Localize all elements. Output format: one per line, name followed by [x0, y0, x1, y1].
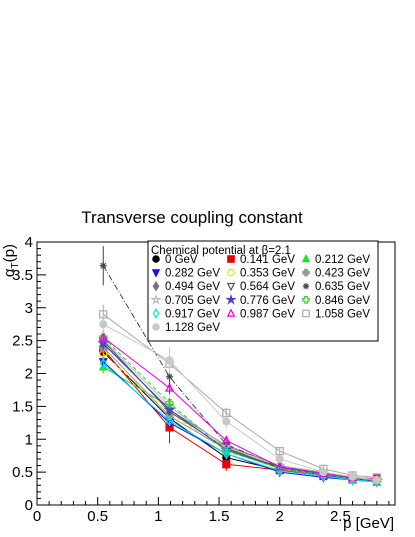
legend-entry: 0.282 GeV — [151, 268, 220, 280]
legend-marker — [227, 268, 235, 277]
data-point — [275, 446, 284, 456]
legend-entry: 0.917 GeV — [152, 308, 220, 320]
legend: Chemical potential at β=2.1 0 GeV 0.141 G… — [147, 240, 379, 342]
legend-label: 0.564 GeV — [240, 281, 295, 293]
legend-label: 0.917 GeV — [165, 308, 220, 320]
legend-marker — [152, 280, 160, 292]
legend-entry: 1.058 GeV — [302, 308, 370, 320]
legend-label: 0.353 GeV — [240, 268, 295, 280]
legend-label: 0.212 GeV — [315, 254, 370, 266]
legend-box — [147, 240, 379, 342]
data-point — [98, 331, 108, 341]
legend-label: 0 GeV — [165, 254, 198, 266]
x-tick-label: 0.5 — [87, 508, 108, 525]
legend-marker — [152, 255, 160, 263]
legend-entries: 0 GeV 0.141 GeV 0.212 GeV 0.282 GeV 0.353 Ge… — [150, 253, 370, 334]
legend-label: 1.058 GeV — [315, 308, 370, 320]
y-axis-title-main: α — [1, 268, 18, 277]
data-point — [163, 403, 176, 415]
legend-entry: 0.705 GeV — [150, 293, 220, 307]
x-tick-label: 1.5 — [209, 508, 230, 525]
legend-marker — [226, 282, 236, 292]
legend-entry: 1.128 GeV — [152, 322, 220, 334]
data-point — [275, 461, 285, 471]
data-point — [165, 356, 174, 365]
legend-title: Chemical potential at β=2.1 — [151, 245, 291, 257]
data-point — [372, 475, 381, 485]
y-axis-title-tail: (p) — [1, 244, 18, 262]
legend-entry: 0.423 GeV — [302, 268, 370, 280]
y-tick-label: 3.5 — [12, 267, 33, 284]
data-point — [165, 398, 174, 408]
legend-marker — [302, 268, 310, 277]
legend-marker — [302, 283, 310, 290]
data-point — [99, 262, 107, 270]
y-tick-label: 1 — [25, 431, 33, 448]
legend-label: 0.282 GeV — [165, 268, 220, 280]
legend-label: 0.423 GeV — [315, 268, 370, 280]
legend-marker — [150, 293, 162, 305]
legend-label: 0.494 GeV — [165, 281, 220, 293]
data-point — [165, 382, 174, 392]
svg-text:αT(p): αT(p) — [1, 244, 21, 277]
data-point — [222, 460, 231, 469]
legend-label: 0.635 GeV — [315, 281, 370, 293]
legend-entry: 0.776 GeV — [225, 293, 295, 307]
data-point — [99, 358, 107, 370]
y-tick-label: 4 — [25, 234, 33, 251]
data-point — [99, 320, 108, 329]
legend-label: 0.846 GeV — [315, 295, 370, 307]
x-axis-title: p [GeV] — [343, 515, 394, 532]
legend-marker — [152, 308, 160, 319]
legend-marker — [302, 309, 310, 318]
x-tick-label: 2 — [276, 508, 284, 525]
y-axis-title: αT(p) — [1, 244, 21, 277]
legend-marker — [226, 308, 236, 317]
legend-marker — [302, 296, 310, 304]
y-tick-label: 3 — [25, 300, 33, 317]
legend-label: 0.987 GeV — [240, 308, 295, 320]
legend-label: 0.776 GeV — [240, 295, 295, 307]
series-15 — [99, 314, 381, 485]
legend-entry: 0.353 GeV — [227, 268, 295, 280]
y-tick-label: 2.5 — [12, 333, 33, 350]
x-tick-label: 0 — [33, 508, 41, 525]
axis-layer: 0 0.5 1 1.5 2 2.5 0 0.5 1 1.5 2 2.5 3 3.5 4 — [12, 234, 390, 525]
y-axis-title-sub: T — [10, 262, 21, 268]
data-point — [275, 454, 284, 464]
legend-marker — [301, 253, 311, 263]
legend-marker — [225, 293, 237, 305]
x-tick-label: 1 — [154, 508, 162, 525]
y-tick-label: 2 — [25, 366, 33, 383]
y-tick-label: 1.5 — [12, 398, 33, 415]
legend-label: 0.705 GeV — [165, 295, 220, 307]
y-tick-label: 0 — [25, 497, 33, 514]
x-tick-label: 2.5 — [330, 508, 351, 525]
data-point — [221, 435, 231, 445]
legend-entry: 0.635 GeV — [302, 281, 370, 293]
legend-entry: 0.141 GeV — [227, 254, 295, 266]
legend-marker — [227, 255, 235, 263]
legend-entry: 0.212 GeV — [301, 253, 370, 266]
legend-entry: 0.846 GeV — [302, 295, 370, 307]
legend-entry: 0 GeV — [152, 254, 198, 266]
data-point — [222, 417, 231, 426]
legend-label: 0.141 GeV — [240, 254, 295, 266]
data-point — [166, 373, 174, 381]
chart-title: Transverse coupling constant — [81, 208, 303, 227]
legend-entry: 0.494 GeV — [152, 280, 220, 293]
legend-entry: 0.987 GeV — [226, 308, 295, 320]
data-point — [319, 468, 328, 477]
series-layer — [97, 245, 383, 488]
y-tick-label: 0.5 — [12, 464, 33, 481]
data-point — [348, 472, 357, 481]
legend-entry: 0.564 GeV — [226, 281, 295, 293]
data-point — [165, 415, 174, 427]
data-point — [222, 448, 231, 460]
legend-label: 1.128 GeV — [165, 322, 220, 334]
legend-marker — [152, 323, 160, 331]
legend-marker — [151, 269, 161, 278]
